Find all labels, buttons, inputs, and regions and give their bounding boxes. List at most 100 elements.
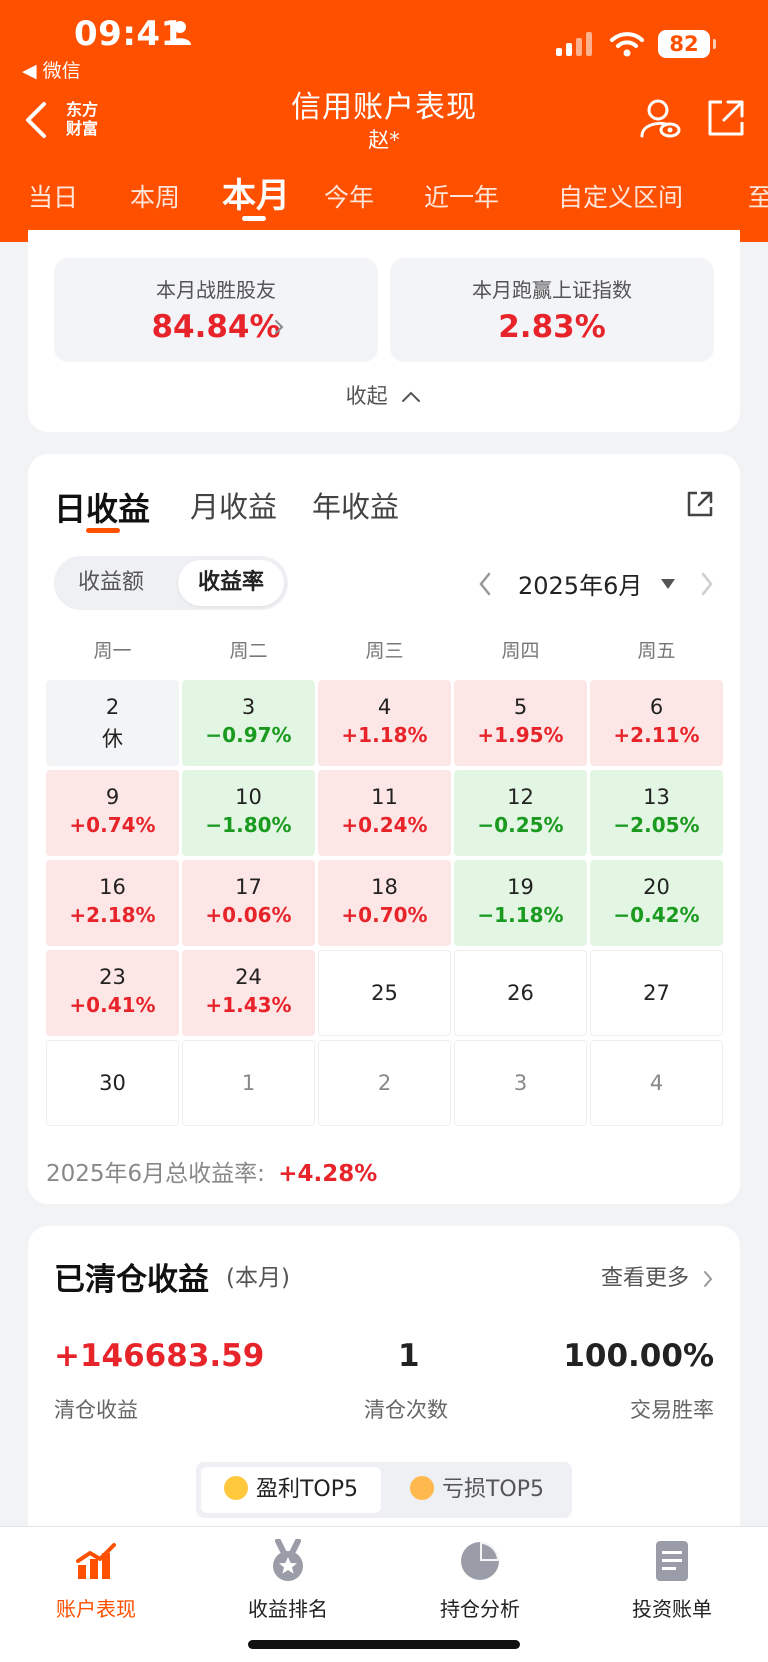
nav-account-performance[interactable]: 账户表现 bbox=[26, 1539, 166, 1622]
calendar-day-cell[interactable]: 19 −1.18% bbox=[454, 860, 587, 946]
calendar-day-number: 12 bbox=[507, 785, 534, 809]
calendar-day-cell[interactable]: 27 bbox=[590, 950, 723, 1036]
calendar-day-number: 9 bbox=[105, 785, 120, 809]
calendar-day-return: +0.06% bbox=[205, 903, 292, 927]
active-tab-indicator bbox=[242, 216, 266, 221]
calendar-day-cell: 1 bbox=[182, 1040, 315, 1126]
smile-emoji-icon bbox=[223, 1476, 248, 1500]
calendar-day-number: 25 bbox=[371, 981, 398, 1005]
calendar-day-cell[interactable]: 26 bbox=[454, 950, 587, 1036]
calendar-day-cell[interactable]: 20 −0.42% bbox=[590, 860, 723, 946]
back-triangle-icon: ◀ bbox=[22, 60, 37, 82]
nav-return-ranking[interactable]: 收益排名 bbox=[218, 1539, 358, 1622]
cleared-profit-label: 清仓收益 bbox=[54, 1398, 138, 1422]
share-icon[interactable] bbox=[684, 488, 716, 520]
chevron-right-icon bbox=[275, 320, 284, 334]
calendar-day-return: +1.18% bbox=[341, 723, 428, 747]
tab-custom-range[interactable]: 自定义区间 bbox=[558, 183, 684, 212]
calendar-day-return: −2.05% bbox=[613, 813, 700, 837]
calendar-day-cell[interactable]: 5 +1.95% bbox=[454, 680, 587, 766]
toggle-amount[interactable]: 收益额 bbox=[77, 570, 144, 595]
calendar-day-cell[interactable]: 30 bbox=[46, 1040, 179, 1126]
calendar-day-return: −0.42% bbox=[613, 903, 700, 927]
calendar-day-number: 5 bbox=[513, 695, 528, 719]
next-month-icon[interactable] bbox=[698, 570, 716, 598]
beat-index-value: 2.83% bbox=[498, 309, 606, 345]
calendar-day-number: 3 bbox=[241, 695, 256, 719]
calendar-day-cell: 3 bbox=[454, 1040, 587, 1126]
toggle-profit-top5[interactable]: 盈利TOP5 bbox=[201, 1467, 381, 1513]
cleared-positions-card: 已清仓收益 (本月) 查看更多 +146683.59 清仓收益 1 清仓次数 1… bbox=[28, 1226, 740, 1526]
calendar-day-cell[interactable]: 25 bbox=[318, 950, 451, 1036]
calendar-day-cell[interactable]: 17 +0.06% bbox=[182, 860, 315, 946]
back-to-app-link[interactable]: ◀ 微信 bbox=[22, 56, 81, 83]
returns-card: 日收益 月收益 年收益 收益额 收益率 2025年6月 周一 周二 周三 周四 … bbox=[28, 454, 740, 1204]
share-out-icon[interactable] bbox=[704, 96, 748, 140]
collapse-button[interactable]: 收起 bbox=[28, 380, 740, 410]
profit-top5-label: 盈利TOP5 bbox=[255, 1477, 359, 1502]
prev-month-icon[interactable] bbox=[476, 570, 494, 598]
view-more-link[interactable]: 查看更多 bbox=[601, 1260, 714, 1292]
calendar-day-cell[interactable]: 23 +0.41% bbox=[46, 950, 179, 1036]
trend-chart-icon bbox=[76, 1543, 116, 1579]
tab-yearly-returns[interactable]: 年收益 bbox=[312, 490, 400, 524]
status-indicators: 82 bbox=[556, 30, 716, 58]
calendar-day-return: +1.95% bbox=[477, 723, 564, 747]
nav-holding-analysis[interactable]: 持仓分析 bbox=[410, 1539, 550, 1622]
calendar-day-number: 2 bbox=[105, 695, 120, 719]
month-selector[interactable]: 2025年6月 bbox=[518, 572, 643, 600]
back-arrow-icon[interactable] bbox=[22, 100, 50, 140]
user-view-icon[interactable] bbox=[638, 96, 682, 140]
tab-today[interactable]: 当日 bbox=[28, 183, 79, 212]
calendar-day-return: +2.11% bbox=[613, 723, 700, 747]
calendar-day-cell[interactable]: 6 +2.11% bbox=[590, 680, 723, 766]
weekday-wed: 周三 bbox=[365, 640, 404, 662]
top5-toggle: 盈利TOP5 亏损TOP5 bbox=[196, 1462, 572, 1518]
collapse-label: 收起 bbox=[345, 384, 388, 408]
calendar-day-cell[interactable]: 18 +0.70% bbox=[318, 860, 451, 946]
toggle-rate[interactable]: 收益率 bbox=[178, 560, 284, 606]
calendar-day-cell[interactable]: 3 −0.97% bbox=[182, 680, 315, 766]
calendar-day-cell[interactable]: 10 −1.80% bbox=[182, 770, 315, 856]
calendar-day-cell[interactable]: 13 −2.05% bbox=[590, 770, 723, 856]
dropdown-triangle-icon[interactable] bbox=[660, 578, 676, 590]
calendar-day-cell[interactable]: 16 +2.18% bbox=[46, 860, 179, 946]
cleared-profit-value: +146683.59 bbox=[54, 1338, 265, 1374]
toggle-loss-top5[interactable]: 亏损TOP5 bbox=[387, 1467, 567, 1513]
calendar-day-cell: 2 bbox=[318, 1040, 451, 1126]
win-rate-value: 100.00% bbox=[563, 1338, 714, 1374]
tab-this-month[interactable]: 本月 bbox=[222, 176, 290, 216]
calendar-day-number: 4 bbox=[649, 1071, 664, 1095]
cleared-period: (本月) bbox=[226, 1265, 290, 1291]
tab-this-year[interactable]: 今年 bbox=[324, 183, 375, 212]
person-status-icon bbox=[169, 21, 191, 45]
calendar-day-cell[interactable]: 11 +0.24% bbox=[318, 770, 451, 856]
tab-daily-returns[interactable]: 日收益 bbox=[54, 490, 151, 528]
calendar-day-cell[interactable]: 9 +0.74% bbox=[46, 770, 179, 856]
beat-friends-label: 本月战胜股友 bbox=[156, 278, 276, 302]
chevron-right-icon bbox=[704, 1271, 713, 1287]
tab-this-week[interactable]: 本周 bbox=[130, 183, 181, 212]
calendar-day-return: −1.18% bbox=[477, 903, 564, 927]
medal-icon bbox=[273, 1539, 303, 1581]
nav-label-ranking: 收益排名 bbox=[248, 1597, 328, 1621]
calendar-day-number: 18 bbox=[371, 875, 398, 899]
calendar-day-return: +2.18% bbox=[69, 903, 156, 927]
calendar-day-cell[interactable]: 4 +1.18% bbox=[318, 680, 451, 766]
home-indicator bbox=[248, 1640, 520, 1649]
calendar-day-number: 3 bbox=[513, 1071, 528, 1095]
tab-monthly-returns[interactable]: 月收益 bbox=[190, 490, 278, 524]
logo-line-2: 财富 bbox=[65, 119, 98, 138]
calendar-day-return: +0.41% bbox=[69, 993, 156, 1017]
calendar-day-cell[interactable]: 12 −0.25% bbox=[454, 770, 587, 856]
nav-investment-bill[interactable]: 投资账单 bbox=[602, 1539, 742, 1622]
calendar-day-number: 10 bbox=[235, 785, 262, 809]
tab-to[interactable]: 至 bbox=[748, 183, 768, 212]
calendar-day-cell[interactable]: 24 +1.43% bbox=[182, 950, 315, 1036]
weekday-tue: 周二 bbox=[229, 640, 268, 662]
beat-friends-box[interactable]: 本月战胜股友 84.84% bbox=[54, 258, 378, 362]
tab-last-year[interactable]: 近一年 bbox=[424, 183, 500, 212]
chevron-up-icon bbox=[402, 391, 421, 402]
weekday-thu: 周四 bbox=[501, 640, 540, 662]
